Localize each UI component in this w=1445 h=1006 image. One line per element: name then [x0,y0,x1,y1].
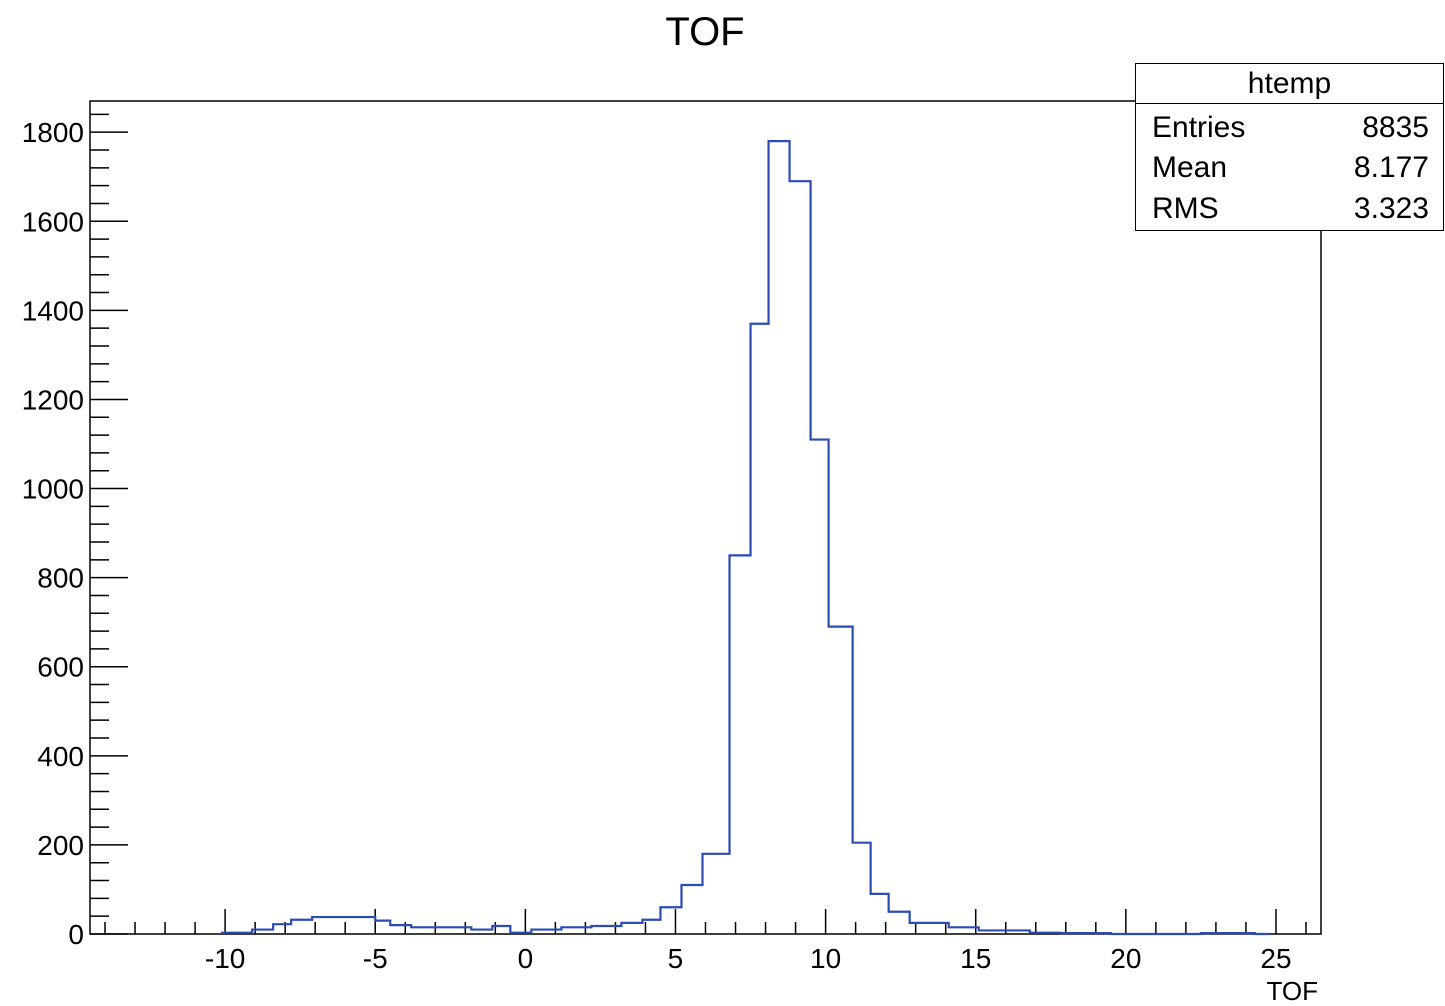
stats-value: 3.323 [1353,192,1429,225]
y-tick-label: 1400 [22,295,84,326]
stats-title: htemp [1136,64,1443,104]
y-tick-label: 1200 [22,384,84,415]
stats-value: 8.177 [1353,151,1429,184]
stats-value: 8835 [1362,111,1429,144]
x-tick-label: 20 [1110,943,1141,974]
y-tick-label: 1800 [22,117,84,148]
y-axis: 0 200 400 600 800 1000 1200 1400 1600 1800 [22,113,128,950]
x-axis: -10 -5 0 5 10 15 20 25 [104,909,1307,974]
x-axis-title: TOF [1266,976,1318,1006]
stats-row-entries: Entries 8835 [1152,108,1429,148]
y-tick-label: 0 [68,919,84,950]
y-tick-label: 1000 [22,474,84,505]
x-tick-label: -5 [363,943,388,974]
y-tick-label: 800 [37,563,84,594]
y-tick-label: 400 [37,741,84,772]
stats-label: Entries [1152,111,1246,144]
histogram-series [221,139,1270,936]
stats-row-mean: Mean 8.177 [1152,148,1429,188]
x-tick-label: -10 [205,943,245,974]
stats-label: Mean [1152,151,1228,184]
stats-label: RMS [1152,192,1219,225]
stats-row-rms: RMS 3.323 [1152,189,1429,229]
y-tick-label: 600 [37,652,84,683]
y-tick-label: 1600 [22,206,84,237]
y-tick-label: 200 [37,830,84,861]
x-tick-label: 0 [518,943,534,974]
x-tick-label: 5 [668,943,684,974]
x-tick-label: 10 [810,943,841,974]
x-tick-label: 15 [960,943,991,974]
chart-title: TOF [665,10,744,54]
x-tick-label: 25 [1260,943,1291,974]
stats-box: htemp Entries 8835 Mean 8.177 RMS 3.323 [1135,63,1444,231]
